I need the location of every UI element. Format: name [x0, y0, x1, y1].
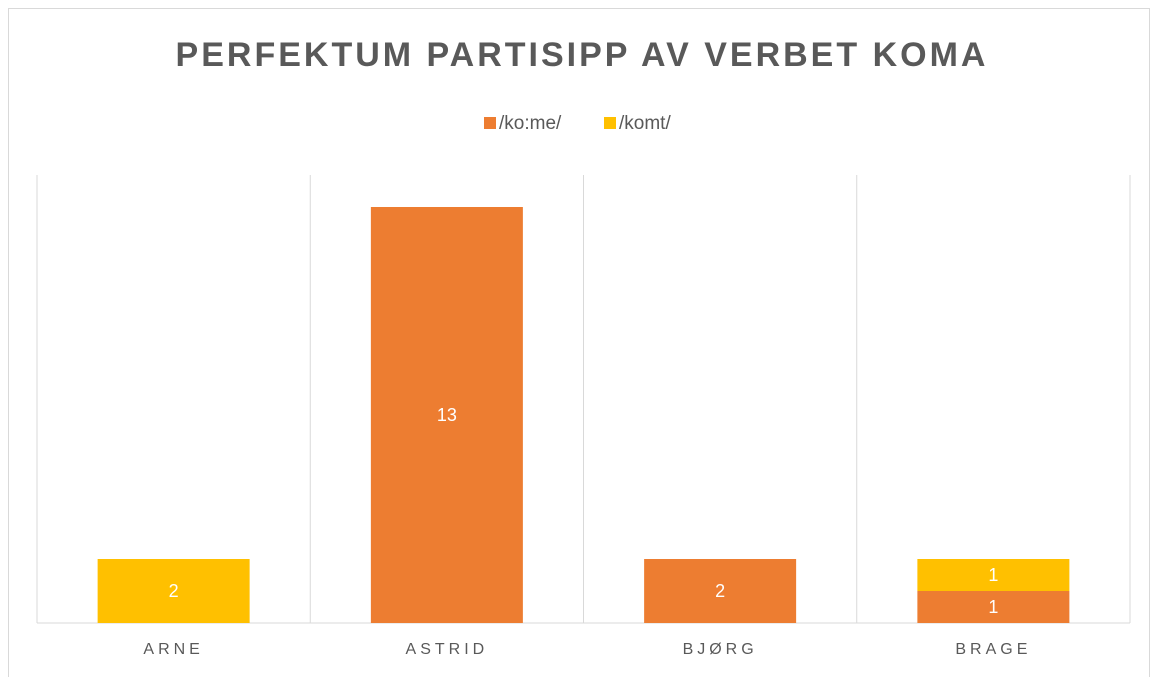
bar-segment	[97, 559, 250, 623]
bar-segment	[644, 559, 797, 623]
data-label: 2	[715, 581, 725, 601]
bar-segment	[917, 559, 1070, 591]
bar-segment	[917, 591, 1070, 623]
legend-label: /ko:me/	[499, 113, 562, 134]
x-tick-label: BRAGE	[955, 641, 1031, 658]
data-label: 2	[169, 581, 179, 601]
data-label: 1	[988, 597, 998, 617]
x-tick-label: BJØRG	[683, 641, 758, 658]
legend-label: /komt/	[619, 113, 671, 134]
data-label: 13	[437, 405, 457, 425]
data-label: 1	[988, 565, 998, 585]
x-tick-label: ASTRID	[406, 641, 489, 658]
legend-swatch	[604, 117, 616, 129]
bar-segment	[370, 207, 523, 623]
chart-title: PERFEKTUM PARTISIPP AV VERBET KOMA	[176, 36, 989, 74]
x-tick-label: ARNE	[143, 641, 203, 658]
legend-swatch	[484, 117, 496, 129]
